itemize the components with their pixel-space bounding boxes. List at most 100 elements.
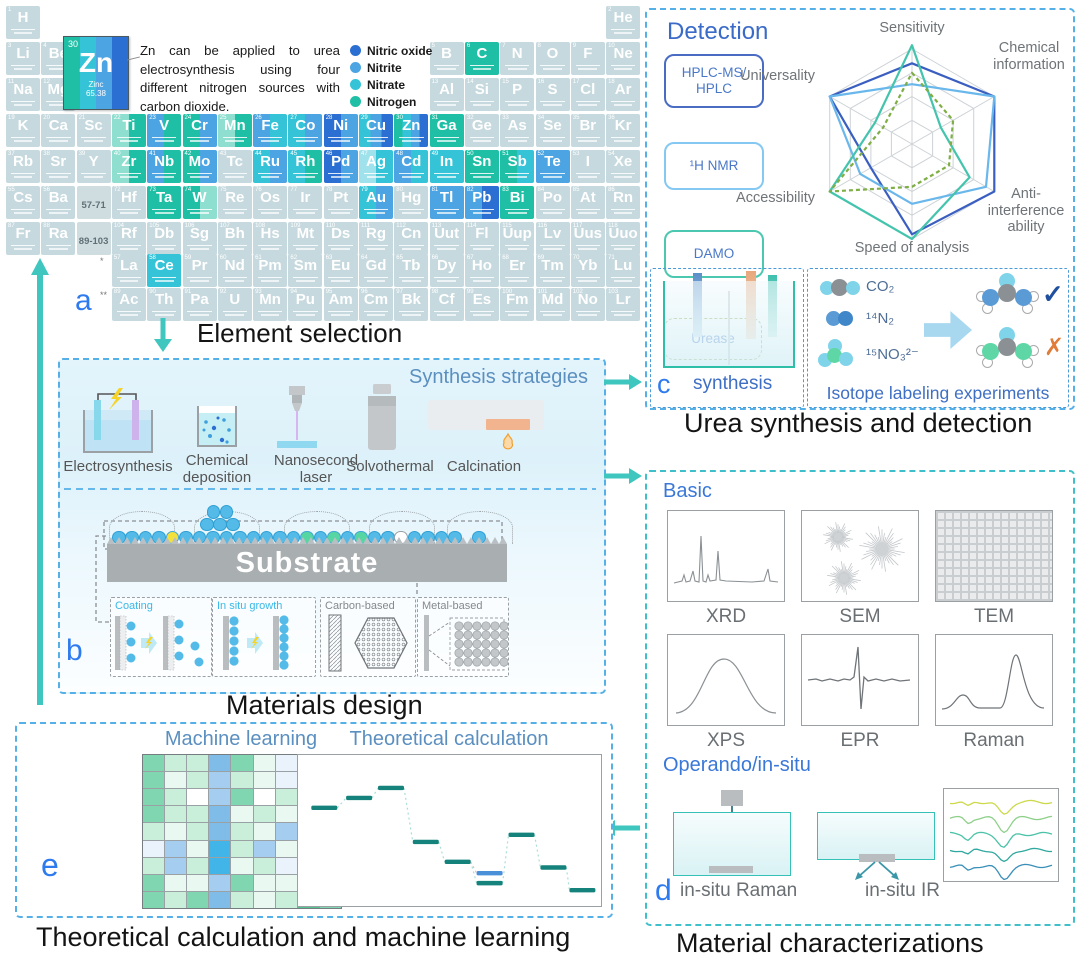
element-Th: 90 Th bbox=[147, 288, 182, 321]
element-Cn: 112 Cn bbox=[394, 222, 429, 255]
element-Ho: 67 Ho bbox=[464, 254, 499, 287]
legend-dot-icon bbox=[350, 62, 361, 73]
heatmap-cell bbox=[187, 806, 209, 823]
basic-title: Basic bbox=[663, 480, 712, 502]
element-Ti: 22 Ti bbox=[111, 114, 146, 147]
panel-materials-design: Synthesis strategies bbox=[58, 358, 606, 694]
in-situ-growth-label: In situ growth bbox=[217, 600, 283, 612]
heatmap-cell bbox=[165, 823, 187, 840]
n2-molecule bbox=[826, 311, 856, 327]
machine-learning-title: Machine learning bbox=[164, 728, 318, 750]
element-Sm: 62 Sm bbox=[288, 254, 323, 287]
element-Au: 79 Au bbox=[359, 186, 393, 219]
coverage-arc bbox=[284, 511, 350, 544]
element-Tb: 65 Tb bbox=[394, 254, 429, 287]
element-Sb: 51 Sb bbox=[500, 150, 535, 183]
technique-caption-raman: Raman bbox=[963, 730, 1025, 751]
element-89-103: 89-103 bbox=[76, 222, 111, 255]
element-Po: 84 Po bbox=[535, 186, 570, 219]
element-Ds: 110 Ds bbox=[323, 222, 358, 255]
xrd-pattern-icon bbox=[673, 535, 779, 584]
substrate-sawtooth bbox=[107, 537, 507, 544]
coating-icon bbox=[115, 615, 204, 671]
element-Ca: 20 Ca bbox=[41, 114, 76, 147]
element-Pa: 91 Pa bbox=[182, 288, 217, 321]
strategy-label-nanosecond-laser: Nanosecond laser bbox=[273, 452, 359, 487]
element-Rh: 45 Rh bbox=[288, 150, 323, 183]
element-Br: 35 Br bbox=[570, 114, 605, 147]
heatmap-cell bbox=[231, 857, 253, 874]
element-Sr: 38 Sr bbox=[41, 150, 76, 183]
heatmap-cell bbox=[165, 857, 187, 874]
ir-beam-arrows-icon bbox=[855, 861, 899, 880]
carbon-based-icon bbox=[328, 614, 408, 672]
technique-caption-sem: SEM bbox=[839, 606, 881, 627]
heatmap-cell bbox=[231, 755, 253, 772]
metal-based-label: Metal-based bbox=[422, 600, 483, 612]
heatmap-cell bbox=[187, 823, 209, 840]
element-Hg: 80 Hg bbox=[394, 186, 429, 219]
element-Uut: 113 Uut bbox=[429, 222, 464, 255]
radar-axis-speed-of-analysis: Speed of analysis bbox=[854, 240, 970, 256]
element-Mo: 42 Mo bbox=[182, 150, 217, 183]
heatmap-cell bbox=[143, 823, 165, 840]
synthesis-box: c synthesis bbox=[650, 268, 804, 408]
in-situ-raman-label: in-situ Raman bbox=[680, 880, 798, 901]
heatmap-cell bbox=[275, 857, 297, 874]
element-Pm: 61 Pm bbox=[253, 254, 288, 287]
sem-image-icon bbox=[802, 511, 918, 605]
detection-title: Detection bbox=[667, 18, 769, 45]
legend-item-3: Nitrogen bbox=[350, 93, 432, 110]
raman-thumbnail bbox=[935, 634, 1053, 726]
method-box-coating: Coating bbox=[110, 597, 212, 677]
operando-spectra-box bbox=[943, 788, 1059, 882]
element-Dy: 66 Dy bbox=[429, 254, 464, 287]
element-57-71: 57-71 bbox=[76, 186, 111, 219]
element-Gd: 64 Gd bbox=[359, 254, 393, 287]
element-Am: 95 Am bbox=[323, 288, 358, 321]
xps-thumbnail bbox=[667, 634, 785, 726]
legend-dot-icon bbox=[350, 45, 361, 56]
element-K: 19 K bbox=[6, 114, 40, 147]
element-Mt: 109 Mt bbox=[288, 222, 323, 255]
ir-sample-bar bbox=[859, 854, 895, 862]
no3-molecule bbox=[818, 339, 854, 369]
heatmap-cell bbox=[231, 789, 253, 806]
n2-label: ¹⁴N₂ bbox=[866, 310, 895, 327]
element-Uup: 115 Uup bbox=[500, 222, 535, 255]
xrd-thumbnail bbox=[667, 510, 785, 602]
heatmap-cell bbox=[231, 891, 253, 908]
heatmap-cell bbox=[275, 874, 297, 891]
calcination-icon bbox=[428, 400, 544, 450]
element-Cf: 98 Cf bbox=[429, 288, 464, 321]
down-arrow-icon bbox=[154, 318, 172, 352]
radar-chart bbox=[752, 14, 1072, 274]
legend-label: Nitrite bbox=[367, 60, 402, 75]
technique-caption-tem: TEM bbox=[973, 606, 1015, 627]
element-Fm: 100 Fm bbox=[500, 288, 535, 321]
heatmap-cell bbox=[253, 789, 275, 806]
element-At: 85 At bbox=[570, 186, 605, 219]
element-Zn: 30 Zn bbox=[394, 114, 429, 147]
element-Co: 27 Co bbox=[288, 114, 323, 147]
operando-title: Operando/in-situ bbox=[663, 754, 811, 776]
heatmap-cell bbox=[231, 840, 253, 857]
caption-urea-synthesis-detection: Urea synthesis and detection bbox=[684, 408, 1033, 438]
check-icon: ✓ bbox=[1042, 279, 1064, 309]
legend-item-0: Nitric oxide bbox=[350, 42, 432, 59]
heatmap-cell bbox=[165, 789, 187, 806]
element-Uus: 117 Uus bbox=[570, 222, 605, 255]
element-Zr: 40 Zr bbox=[111, 150, 146, 183]
element-Ag: 47 Ag bbox=[359, 150, 393, 183]
panel-a-label: a bbox=[75, 284, 92, 317]
element-No: 102 No bbox=[570, 288, 605, 321]
element-Lv: 116 Lv bbox=[535, 222, 570, 255]
coverage-arc bbox=[369, 511, 435, 544]
element-Rf: 104 Rf bbox=[111, 222, 146, 255]
heatmap-cell bbox=[143, 891, 165, 908]
element-Eu: 63 Eu bbox=[323, 254, 358, 287]
